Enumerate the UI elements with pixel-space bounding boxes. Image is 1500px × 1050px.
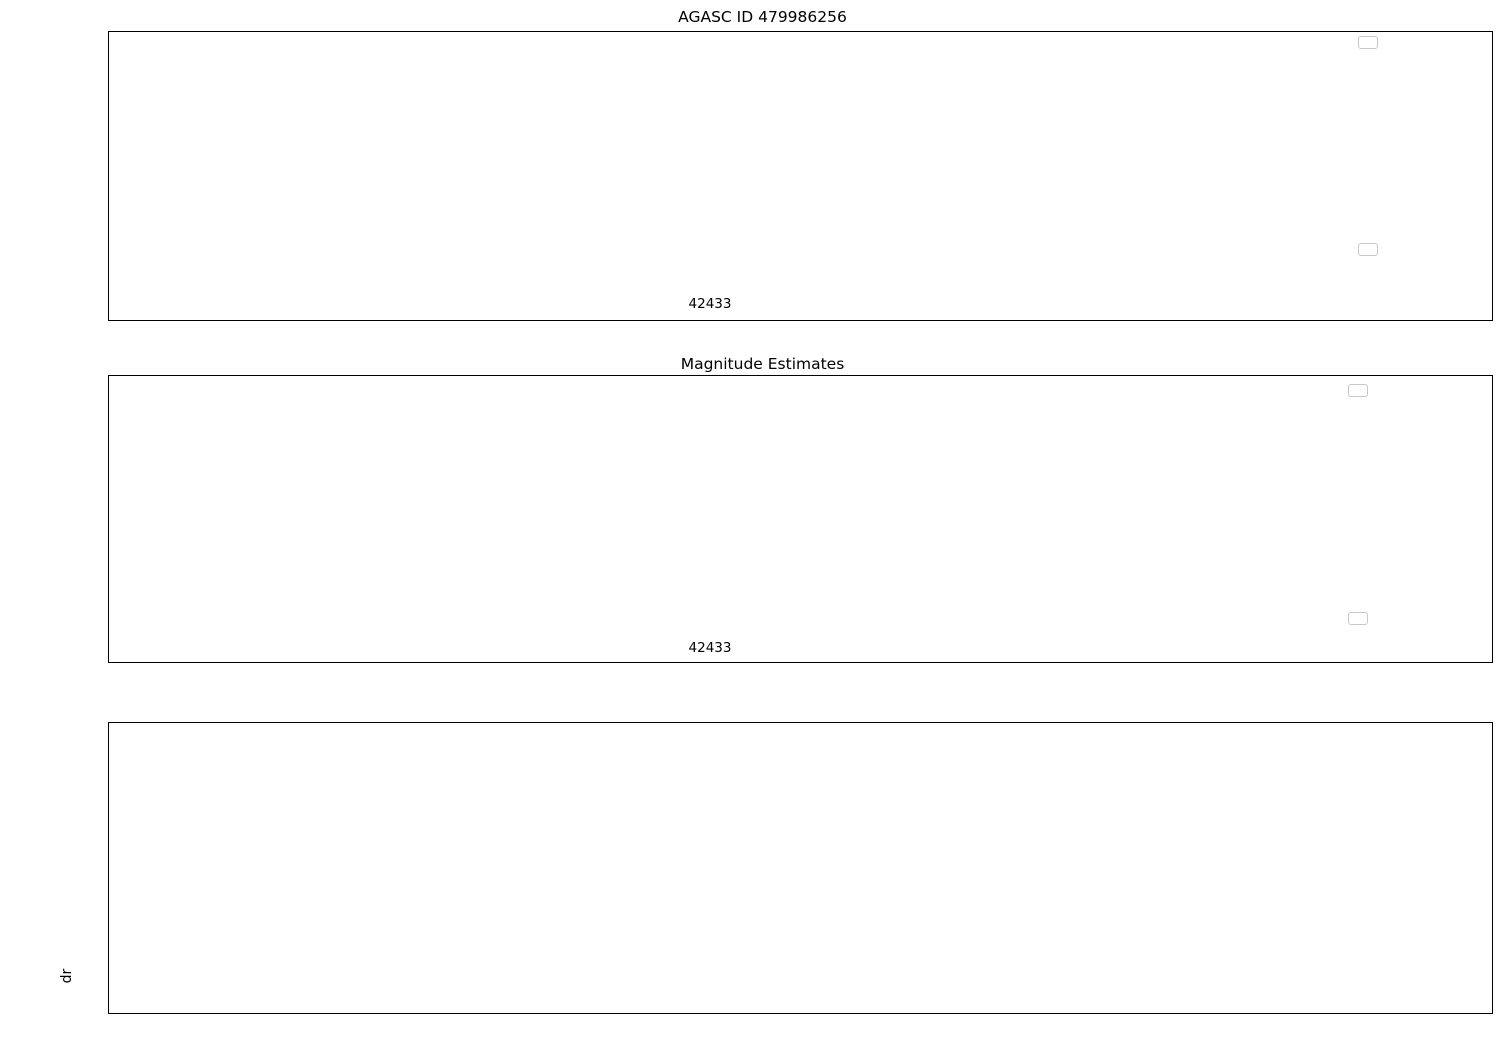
panel2-plot-area <box>108 375 1493 663</box>
panel1-scatter-canvas <box>109 32 1492 320</box>
panel2-title: Magnitude Estimates <box>680 355 845 373</box>
panel2-obsid-label: 42433 <box>688 640 732 656</box>
panel1-plot-area <box>108 31 1493 321</box>
mag-agasc-legend[interactable] <box>1358 36 1378 49</box>
panel1-point-status-legend[interactable] <box>1358 243 1378 256</box>
panel3-plot-area <box>108 722 1493 1014</box>
panel3-ylabel: dr <box>59 968 75 984</box>
panel2-point-status-legend[interactable] <box>1348 612 1368 625</box>
panel3-flag-canvas <box>109 723 1492 1013</box>
panel2-scatter-canvas <box>109 376 1492 662</box>
panel1-title: AGASC ID 479986256 <box>678 8 847 26</box>
mag-obsid-legend[interactable] <box>1348 384 1368 397</box>
panel1-obsid-label: 42433 <box>688 296 732 312</box>
